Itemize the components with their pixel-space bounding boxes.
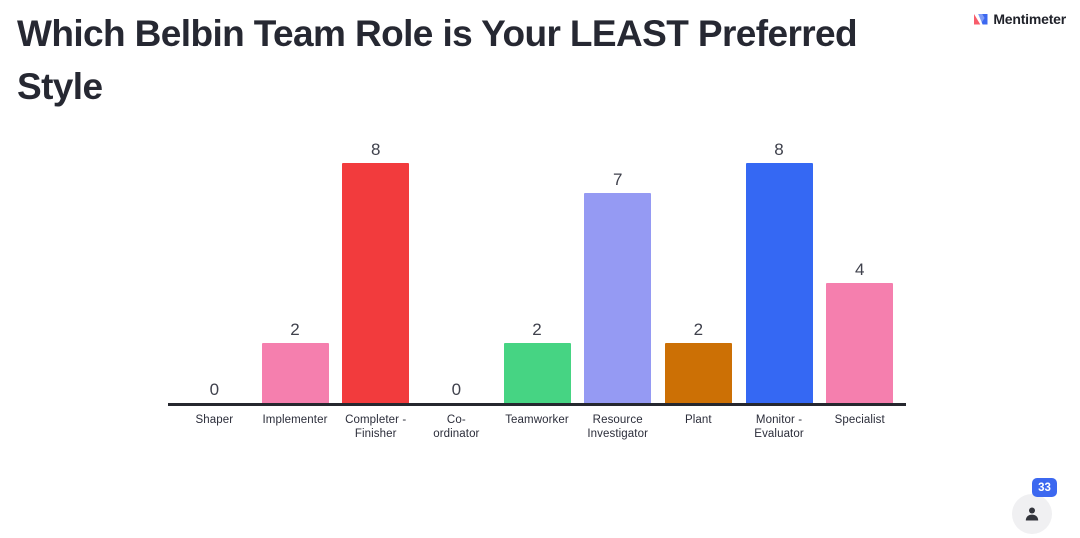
bar-value-label: 2 [290, 320, 300, 339]
bar-column: 4 [819, 140, 900, 403]
bar [664, 343, 732, 403]
bar-column: 8 [335, 140, 416, 403]
mentimeter-logo[interactable]: Mentimeter [974, 11, 1066, 27]
bar-value-label: 2 [532, 320, 542, 339]
participants-button[interactable] [1012, 494, 1052, 534]
bar-value-label: 0 [209, 380, 220, 399]
bar-value-label: 4 [854, 260, 865, 279]
category-label: Shaper [195, 414, 234, 426]
category-label: Specialist [834, 414, 885, 426]
bar-value-label: 8 [370, 140, 381, 159]
mentimeter-logo-text: Mentimeter [993, 11, 1066, 27]
bar [826, 283, 894, 403]
bar-column: 2 [497, 140, 578, 403]
bar-value-label: 2 [693, 320, 704, 339]
bar-column: 2 [255, 140, 336, 403]
bar-value-label: 8 [774, 140, 784, 159]
person-icon [1025, 507, 1039, 521]
category-axis-labels: Shaper Implementer Completer - Finisher Co-o… [174, 413, 900, 441]
bar-chart-plot-area: 0 2 8 0 2 7 2 8 4 [174, 140, 900, 403]
bar-column: 8 [739, 140, 820, 403]
bar-value-label: 0 [451, 380, 462, 399]
category-label: Completer - Finisher [345, 414, 407, 440]
bar [342, 163, 410, 403]
mentimeter-logo-icon [974, 14, 988, 25]
bar [261, 343, 329, 403]
bar [503, 343, 571, 403]
category-label: Co-ordinator [433, 414, 480, 440]
page-title: Which Belbin Team Role is Your LEAST Pre… [17, 13, 858, 107]
bar-chart: 0 2 8 0 2 7 2 8 4 [168, 140, 906, 406]
category-label: Plant [685, 414, 712, 426]
category-label: Implementer [262, 414, 328, 426]
bar-column: 0 [416, 140, 497, 403]
category-label: Teamworker [505, 414, 569, 426]
bar-column: 0 [174, 140, 255, 403]
participants-widget: 33 [1012, 478, 1064, 534]
category-label: Monitor - Evaluator [754, 414, 804, 440]
bar-column: 2 [658, 140, 739, 403]
bar-column: 7 [577, 140, 658, 403]
bar-value-label: 7 [612, 170, 623, 189]
bar [584, 193, 652, 403]
category-label: Resource Investigator [587, 414, 649, 440]
participants-count-badge: 33 [1032, 478, 1057, 497]
bar [745, 163, 813, 403]
